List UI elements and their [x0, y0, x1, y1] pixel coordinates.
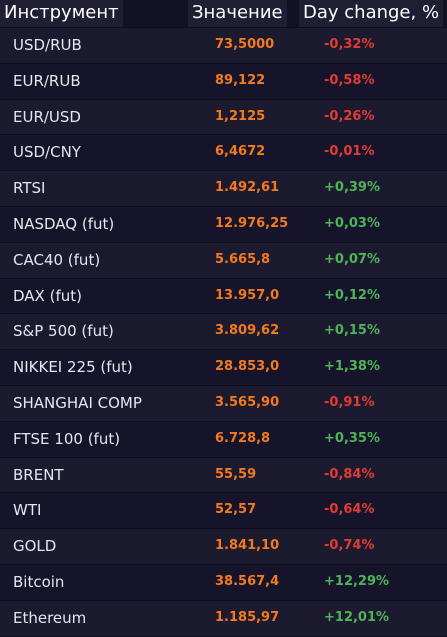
table-row[interactable]: DAX (fut) 13.957,0 +0,12% [0, 277, 447, 314]
day-change-value: -0,64% [324, 502, 375, 518]
table-row[interactable]: SHANGHAI COMP 3.565,90 -0,91% [0, 384, 447, 421]
instrument-value: 28.853,0 [215, 359, 280, 375]
table-row[interactable]: RTSI 1.492,61 +0,39% [0, 170, 447, 206]
header-day-change[interactable]: Day change, % [299, 0, 444, 27]
day-change-value: +12,29% [324, 573, 390, 589]
table-row[interactable]: FTSE 100 (fut) 6.728,8 +0,35% [0, 420, 447, 457]
table-row[interactable]: Ethereum 1.185,97 +12,01% [0, 599, 447, 636]
instrument-value: 1.841,10 [215, 538, 280, 554]
instrument-name: DAX (fut) [13, 286, 82, 305]
table-row[interactable]: S&P 500 (fut) 3.809,62 +0,15% [0, 313, 447, 350]
day-change-value: +12,01% [324, 609, 390, 625]
table-row[interactable]: USD/RUB 73,5000 -0,32% [0, 27, 447, 63]
instrument-name: BRENT [13, 465, 64, 484]
table-row[interactable]: WTI 52,57 -0,64% [0, 492, 447, 529]
table-row[interactable]: EUR/RUB 89,122 -0,58% [0, 62, 447, 99]
instrument-name: RTSI [13, 179, 46, 198]
header-value[interactable]: Значение [188, 0, 287, 27]
day-change-value: -0,84% [324, 466, 375, 482]
table-row[interactable]: CAC40 (fut) 5.665,8 +0,07% [0, 241, 447, 278]
instrument-value: 13.957,0 [215, 287, 280, 303]
instrument-value: 73,5000 [215, 37, 275, 52]
instrument-name: EUR/USD [13, 107, 81, 126]
instrument-value: 3.809,62 [215, 323, 280, 339]
day-change-value: +0,07% [324, 251, 380, 267]
instrument-name: USD/CNY [13, 143, 81, 162]
table-row[interactable]: NIKKEI 225 (fut) 28.853,0 +1,38% [0, 349, 447, 385]
table-row[interactable]: Bitcoin 38.567,4 +12,29% [0, 563, 447, 600]
day-change-value: +0,15% [324, 323, 380, 339]
instrument-name: NASDAQ (fut) [13, 214, 115, 233]
instrument-name: EUR/RUB [13, 71, 81, 90]
instrument-value: 6,4672 [215, 144, 266, 160]
instrument-name: WTI [13, 501, 42, 520]
instrument-name: GOLD [13, 537, 57, 556]
instrument-value: 1,2125 [215, 108, 266, 124]
table-row[interactable]: GOLD 1.841,10 -0,74% [0, 528, 447, 564]
day-change-value: -0,26% [324, 108, 375, 124]
instrument-name: USD/RUB [13, 36, 82, 54]
instrument-name: NIKKEI 225 (fut) [13, 358, 133, 377]
table-row[interactable]: USD/CNY 6,4672 -0,01% [0, 134, 447, 171]
instrument-value: 3.565,90 [215, 394, 280, 410]
day-change-value: -0,32% [324, 37, 375, 52]
table-body: USD/RUB 73,5000 -0,32% EUR/RUB 89,122 -0,58% E… [0, 27, 447, 636]
day-change-value: +1,38% [324, 359, 380, 375]
table-header: Инструмент Значение Day change, % [0, 0, 447, 27]
instrument-value: 5.665,8 [215, 251, 271, 267]
instrument-value: 6.728,8 [215, 430, 271, 446]
instrument-value: 1.185,97 [215, 609, 280, 625]
day-change-value: +0,12% [324, 287, 380, 303]
instrument-value: 55,59 [215, 466, 257, 482]
day-change-value: -0,01% [324, 144, 375, 160]
instrument-value: 12.976,25 [215, 215, 289, 231]
instrument-name: SHANGHAI COMP [13, 393, 142, 412]
header-instrument[interactable]: Инструмент [0, 0, 123, 27]
instrument-value: 89,122 [215, 72, 266, 88]
day-change-value: -0,58% [324, 72, 375, 88]
instrument-name: Ethereum [13, 608, 87, 627]
day-change-value: +0,03% [324, 215, 380, 231]
instrument-name: Bitcoin [13, 572, 65, 591]
day-change-value: +0,39% [324, 180, 380, 196]
instrument-name: CAC40 (fut) [13, 250, 101, 269]
instrument-name: S&P 500 (fut) [13, 322, 114, 341]
instrument-name: FTSE 100 (fut) [13, 429, 121, 448]
instrument-value: 38.567,4 [215, 573, 280, 589]
day-change-value: -0,91% [324, 394, 375, 410]
instrument-value: 52,57 [215, 502, 257, 518]
instrument-value: 1.492,61 [215, 180, 280, 196]
day-change-value: +0,35% [324, 430, 380, 446]
table-row[interactable]: BRENT 55,59 -0,84% [0, 456, 447, 493]
day-change-value: -0,74% [324, 538, 375, 554]
table-row[interactable]: NASDAQ (fut) 12.976,25 +0,03% [0, 205, 447, 242]
table-row[interactable]: EUR/USD 1,2125 -0,26% [0, 98, 447, 135]
